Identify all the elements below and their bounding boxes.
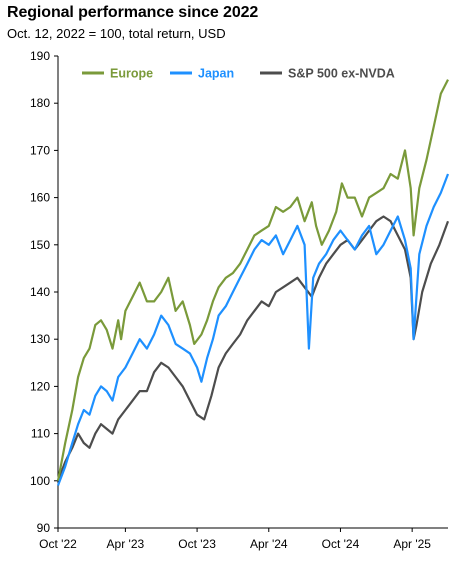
x-tick-label: Oct '24 (322, 537, 360, 551)
x-tick-label: Oct '22 (39, 537, 77, 551)
y-tick-label: 190 (30, 49, 50, 63)
y-tick-label: 160 (30, 191, 50, 205)
y-tick-label: 180 (30, 96, 50, 110)
y-tick-label: 170 (30, 143, 50, 157)
chart-legend: Europe Japan S&P 500 ex-NVDA (82, 67, 395, 81)
y-tick-label: 90 (37, 521, 51, 535)
x-tick-label: Oct '23 (178, 537, 216, 551)
chart-series (56, 79, 450, 486)
chart-axes: 90 100 110 120 130 140 150 160 170 180 190 Oct '22 A… (30, 49, 448, 551)
chart-title: Regional performance since 2022 (7, 4, 259, 21)
y-tick-label: 100 (30, 474, 50, 488)
legend-label: Japan (198, 67, 234, 81)
x-tick-label: Apr '24 (250, 537, 288, 551)
legend-label: Europe (110, 67, 153, 81)
y-tick-label: 140 (30, 285, 50, 299)
series-line-japan (56, 173, 450, 486)
series-line-s-p-500-ex-nvda (56, 215, 450, 482)
x-tick-label: Apr '25 (393, 537, 431, 551)
y-tick-label: 130 (30, 332, 50, 346)
y-tick-label: 150 (30, 238, 50, 252)
y-tick-label: 120 (30, 379, 50, 393)
series-line-europe (56, 79, 449, 482)
legend-label: S&P 500 ex-NVDA (288, 67, 395, 81)
chart-subtitle: Oct. 12, 2022 = 100, total return, USD (7, 26, 226, 41)
x-tick-label: Apr '23 (107, 537, 145, 551)
y-tick-label: 110 (31, 427, 50, 441)
